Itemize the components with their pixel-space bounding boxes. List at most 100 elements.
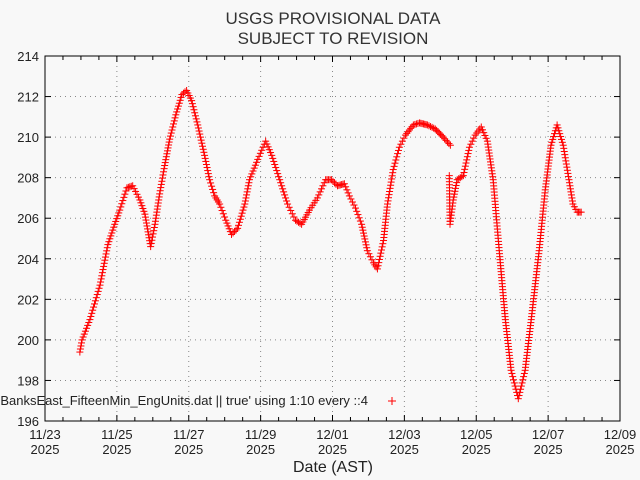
data-point [394,150,402,158]
data-point [477,123,485,131]
data-point [561,154,569,162]
y-tick-label: 200 [17,333,39,348]
data-point [460,168,468,176]
data-point [162,156,170,164]
data-point [194,124,202,132]
data-point [247,173,255,181]
data-point [115,209,123,217]
data-point [363,247,371,255]
data-point [93,291,101,299]
data-point [510,376,518,384]
data-point [76,348,84,356]
data-point [377,246,385,254]
data-point [134,193,142,201]
y-tick-label: 202 [17,292,39,307]
data-point [445,140,453,148]
x-tick-labels: 11/23202511/25202511/27202511/29202512/0… [29,427,636,457]
data-point [205,173,213,181]
x-tick-year: 2025 [462,442,491,457]
data-point [159,171,167,179]
data-point [85,319,93,327]
data-point [480,129,488,137]
data-point [389,166,397,174]
data-point [558,138,566,146]
data-point [144,225,152,233]
data-point [373,265,381,273]
data-point [313,194,321,202]
data-point [147,243,155,251]
data-point [315,191,323,199]
data-point [106,235,114,243]
data-point [143,222,151,230]
data-point [280,188,288,196]
data-point [171,114,179,122]
data-point [91,297,99,305]
data-point [245,179,253,187]
data-point [148,236,156,244]
data-point [458,173,466,181]
data-point [229,229,237,237]
data-point [189,103,197,111]
data-point [340,180,348,188]
data-marks [76,86,585,403]
data-point [560,147,568,155]
data-point [360,232,368,240]
data-point [147,239,155,247]
data-point [160,165,168,173]
data-point [562,157,570,165]
data-point [449,196,457,204]
data-point [156,187,164,195]
data-point [547,141,555,149]
data-point [200,148,208,156]
data-point [316,188,324,196]
data-point [389,169,397,177]
y-tick-label: 204 [17,252,39,267]
data-point [550,133,558,141]
data-point [270,157,278,165]
data-point [268,151,276,159]
data-point [271,160,279,168]
data-point [318,185,326,193]
data-point [132,187,140,195]
data-point [554,124,562,132]
data-point [174,105,182,113]
data-point [201,154,209,162]
data-point [452,184,460,192]
data-point [111,220,119,228]
data-point [80,330,88,338]
data-point [158,174,166,182]
data-point [319,182,327,190]
data-point [362,241,370,249]
data-point [517,382,525,390]
x-tick-label: 11/25 [101,427,133,442]
data-point [208,182,216,190]
x-tick-label: 11/23 [29,427,61,442]
data-point [165,141,173,149]
data-point [363,244,371,252]
data-point [375,259,383,267]
data-point [393,153,401,161]
data-point [255,152,263,160]
x-tick-year: 2025 [174,442,203,457]
x-tick-year: 2025 [102,442,131,457]
y-tick-label: 198 [17,373,39,388]
data-point [518,379,526,387]
data-point [199,142,207,150]
data-point [142,216,150,224]
data-point [482,134,490,142]
data-point [562,160,570,168]
x-tick-label: 12/01 [316,427,349,442]
data-point [222,216,230,224]
data-point [358,220,366,228]
data-point [398,137,406,145]
data-point [195,127,203,135]
data-point [167,129,175,137]
data-point [121,190,129,198]
data-point [560,144,568,152]
x-tick-label: 12/09 [604,427,637,442]
data-point [101,253,109,261]
data-point [262,137,270,145]
data-point [87,312,95,320]
data-point [274,170,282,178]
